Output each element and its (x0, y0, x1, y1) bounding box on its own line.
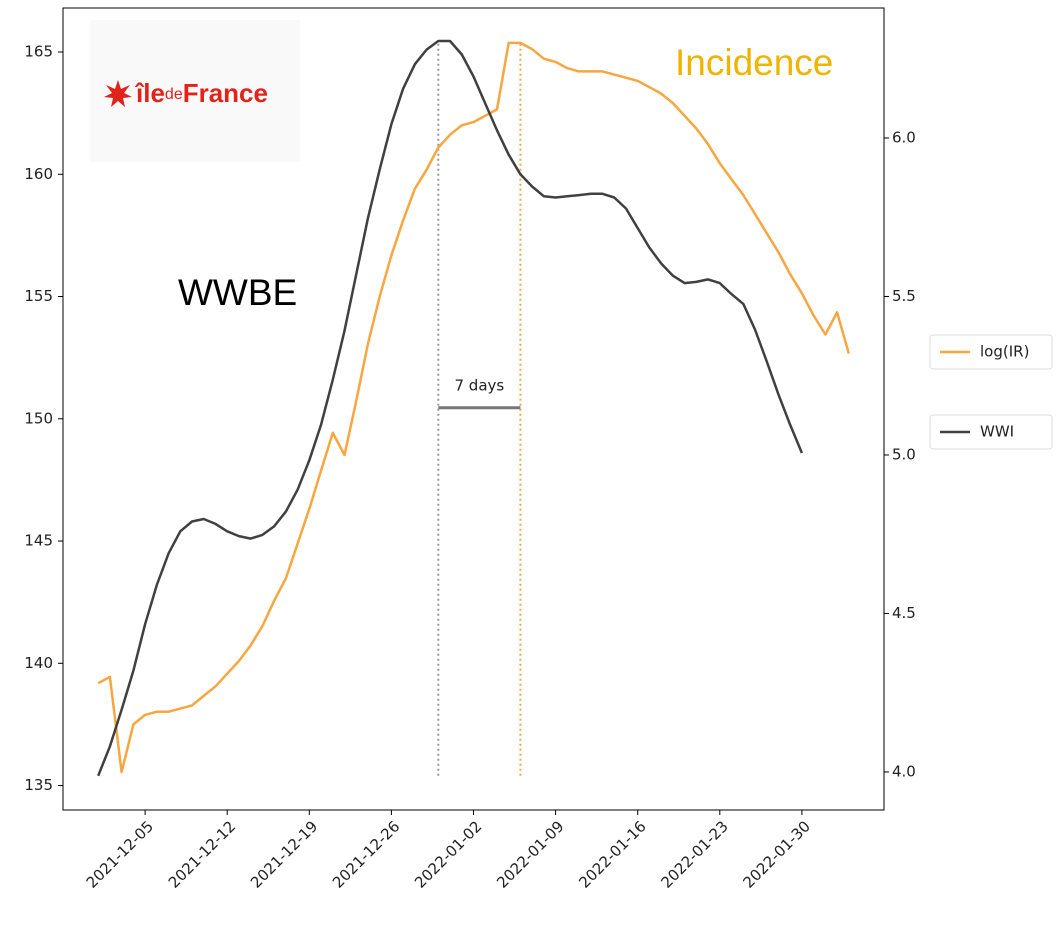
logo-star (104, 80, 132, 107)
span-label: 7 days (455, 376, 505, 394)
legend-box (929, 334, 1053, 370)
plot-frame (62, 7, 885, 811)
series-line (97, 41, 851, 774)
y-tick-label: 145 (24, 532, 53, 550)
y-tick-label: 135 (24, 776, 53, 794)
y2-tick-label: 6.0 (892, 128, 916, 146)
series-label: WWBE (178, 272, 297, 313)
y2-tick-label: 5.5 (892, 287, 916, 305)
y-tick-label: 165 (24, 43, 53, 61)
logo-part: île (134, 78, 165, 108)
y2-tick-label: 4.0 (892, 762, 916, 780)
y-tick-label: 160 (24, 165, 53, 183)
series-line (97, 39, 804, 777)
y2-tick-label: 4.5 (892, 604, 916, 622)
y2-tick-label: 5.0 (892, 445, 916, 463)
logo-part: de (165, 86, 183, 103)
legend-label: log(IR) (980, 343, 1029, 361)
logo-part: France (183, 78, 268, 108)
y-tick-label: 150 (24, 409, 53, 427)
legend-label: WWI (980, 423, 1014, 441)
logo-text: îledeFrance (134, 78, 268, 108)
y-tick-label: 140 (24, 654, 53, 672)
y-tick-label: 155 (24, 287, 53, 305)
legend-box (929, 414, 1053, 450)
series-label: Incidence (675, 42, 833, 83)
